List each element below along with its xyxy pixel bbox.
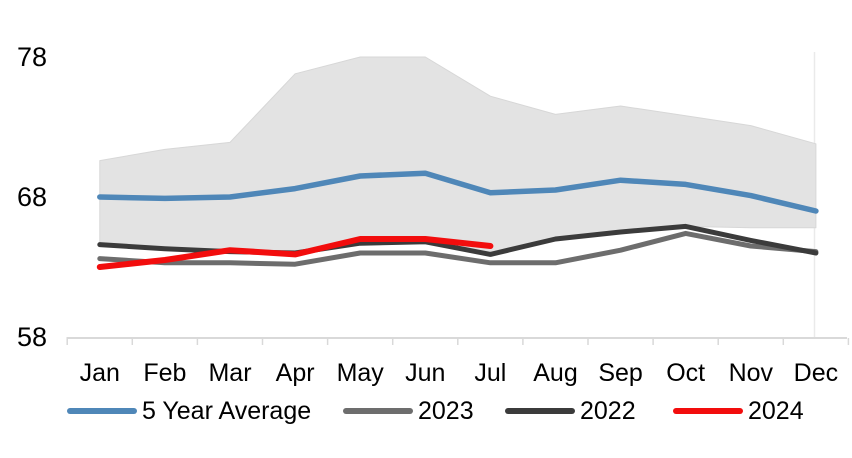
- x-axis-month-label: May: [337, 359, 385, 387]
- y-axis-tick-label: 78: [17, 42, 47, 72]
- x-axis-month-label: Sep: [598, 359, 642, 387]
- y-axis-tick-label: 68: [17, 182, 47, 212]
- x-axis-month-label: Oct: [666, 359, 705, 387]
- five-year-range-band: [99, 56, 817, 255]
- x-axis-month-label: Jun: [405, 359, 445, 387]
- x-axis-month-label: Mar: [208, 359, 251, 387]
- series-line-2024: [96, 236, 494, 270]
- series-line-2023: [97, 230, 819, 267]
- x-axis-month-label: Feb: [143, 359, 186, 387]
- x-axis-month-label: Apr: [276, 359, 315, 387]
- x-axis-month-label: Jul: [474, 359, 506, 387]
- x-axis-month-label: Nov: [729, 359, 774, 387]
- x-axis-month-label: Jan: [80, 359, 120, 387]
- x-axis-month-label: Dec: [794, 359, 838, 387]
- y-axis-tick-label: 58: [17, 322, 47, 352]
- series-line-5-year-average: [97, 170, 819, 214]
- x-axis-month-label: Aug: [533, 359, 577, 387]
